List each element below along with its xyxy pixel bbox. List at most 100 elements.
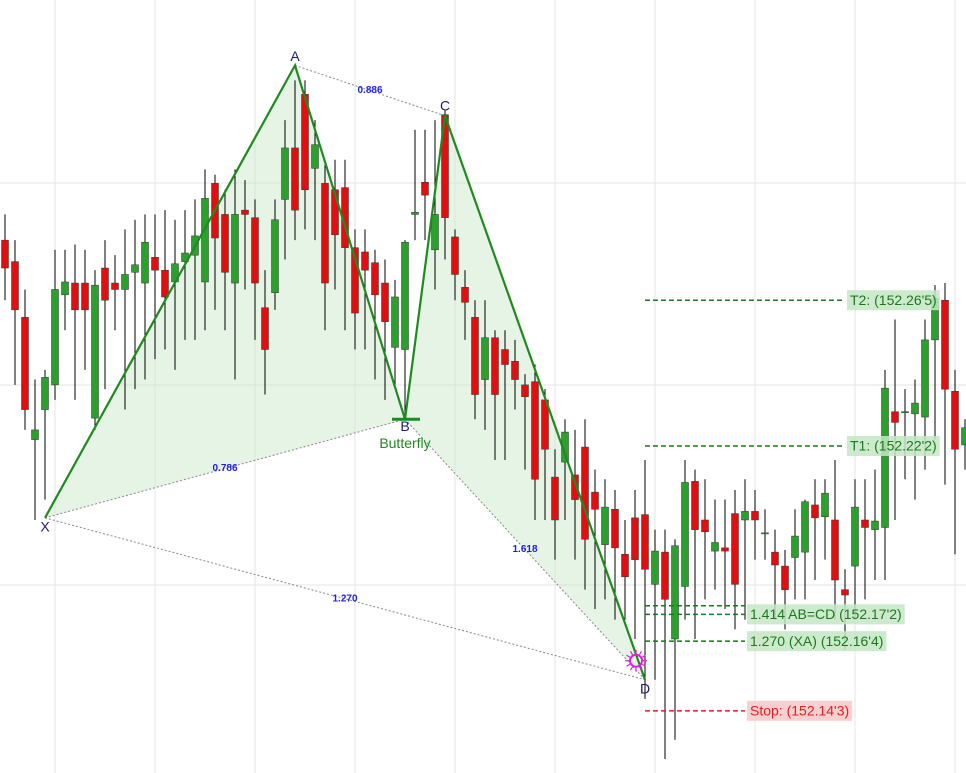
- candle-body: [221, 214, 229, 273]
- level-label-box: [747, 631, 887, 652]
- candle-body: [571, 474, 579, 500]
- candle-body: [671, 545, 679, 640]
- candle-body: [681, 482, 689, 587]
- candle-body: [481, 337, 489, 380]
- candle-body: [151, 257, 159, 271]
- level-label: 1.414 AB=CD (152.17'2): [747, 604, 905, 625]
- completion-ray: [629, 666, 634, 671]
- candle-body: [491, 337, 499, 395]
- candle-body: [821, 492, 829, 518]
- ratio-line: [44, 517, 646, 681]
- candle-body: [591, 491, 599, 510]
- candle-body: [841, 589, 849, 596]
- candle-body: [391, 296, 399, 348]
- level-label-text: 1.414 AB=CD (152.17'2): [750, 606, 902, 622]
- candle-body: [551, 476, 559, 521]
- candle-body: [1, 239, 9, 269]
- candle-body: [361, 251, 369, 271]
- level-label-text: 1.270 (XA) (152.16'4): [750, 633, 883, 649]
- candle-body: [441, 114, 449, 218]
- level-label: Stop: (152.14'3): [747, 700, 853, 721]
- candle-body: [61, 281, 69, 296]
- candle-body: [751, 511, 759, 521]
- candle-body: [81, 282, 89, 311]
- completion-circle: [629, 653, 643, 668]
- candle-body: [231, 214, 239, 284]
- candle-body: [601, 506, 609, 545]
- point-label: C: [440, 97, 450, 113]
- candle-body: [371, 262, 379, 296]
- candle-body: [941, 299, 949, 390]
- candle-body: [161, 269, 169, 298]
- candle-body: [651, 550, 659, 585]
- candle-body: [41, 377, 49, 410]
- point-label: X: [40, 519, 50, 535]
- candle-body: [501, 349, 509, 365]
- candle-body: [881, 387, 889, 528]
- candle-body: [831, 519, 839, 581]
- candle-body: [771, 551, 779, 566]
- candle-body: [11, 261, 19, 311]
- candle-body: [401, 242, 409, 350]
- candle-body: [431, 214, 439, 251]
- ratio-label: 0.786: [212, 463, 237, 474]
- candle-body: [101, 267, 109, 301]
- candle-body: [621, 554, 629, 578]
- pattern-name: Butterfly: [379, 435, 430, 451]
- candle-body: [801, 501, 809, 553]
- level-label-box: [847, 436, 940, 457]
- level-label-box: [747, 700, 853, 721]
- candle-body: [51, 289, 59, 386]
- completion-ray: [626, 663, 631, 667]
- candle-body: [321, 183, 329, 284]
- completion-ray: [629, 650, 634, 655]
- candle-body: [351, 247, 359, 314]
- candle-body: [611, 509, 619, 549]
- candle-body: [471, 317, 479, 395]
- ratio-label: 1.270: [332, 593, 357, 604]
- candle-body: [531, 381, 539, 480]
- candle-body: [331, 189, 339, 236]
- level-label: 1.270 (XA) (152.16'4): [747, 631, 887, 652]
- point-label: B: [400, 418, 409, 434]
- candle-body: [631, 517, 639, 560]
- candle-body: [791, 535, 799, 558]
- candle-body: [421, 182, 429, 196]
- candle-body: [291, 147, 299, 211]
- candle-body: [521, 384, 529, 397]
- ratio-label: 1.618: [512, 544, 537, 555]
- candle-body: [281, 147, 289, 200]
- candle-body: [851, 506, 859, 567]
- candle-body: [111, 282, 119, 290]
- level-label: T1: (152.22'2): [847, 436, 940, 457]
- candle-body: [691, 481, 699, 530]
- candles: [1, 80, 966, 760]
- completion-marker: [625, 649, 647, 672]
- candle-body: [31, 429, 39, 440]
- level-label-text: T2: (152.26'5): [850, 292, 937, 308]
- completion-ray: [626, 654, 631, 658]
- candle-body: [381, 282, 389, 322]
- candle-body: [71, 282, 79, 311]
- candle-body: [251, 217, 259, 284]
- candle-body: [871, 520, 879, 530]
- completion-ray: [641, 654, 646, 658]
- candle-body: [261, 307, 269, 350]
- candle-body: [811, 504, 819, 519]
- level-label-box: [747, 604, 905, 625]
- candle-body: [451, 236, 459, 275]
- candle-body: [901, 411, 909, 414]
- completion-ray: [641, 663, 646, 667]
- ratio-label: 0.886: [357, 85, 382, 96]
- candle-body: [921, 339, 929, 418]
- candle-body: [711, 542, 719, 552]
- candle-body: [311, 144, 319, 169]
- candle-body: [91, 284, 99, 419]
- candle-body: [911, 402, 919, 415]
- candle-body: [721, 547, 729, 552]
- candle-body: [271, 219, 279, 293]
- candle-body: [861, 519, 869, 528]
- candle-body: [951, 391, 959, 450]
- candle-body: [241, 209, 249, 215]
